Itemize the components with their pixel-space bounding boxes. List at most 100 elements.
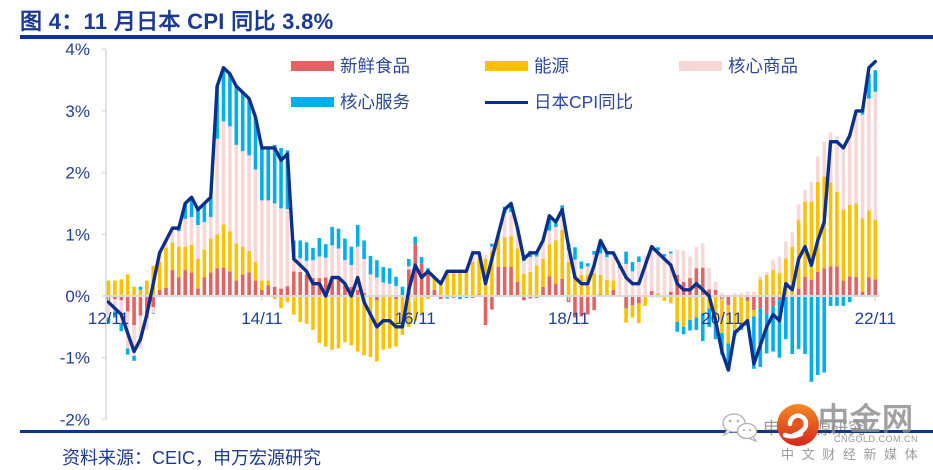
bar-core-goods: [611, 254, 616, 281]
bar-core-services: [189, 197, 194, 218]
bar-energy: [694, 296, 699, 318]
bar-core-goods: [253, 169, 258, 263]
bar-energy: [637, 303, 641, 324]
bar-fresh-food: [330, 276, 334, 296]
bar-energy: [138, 289, 143, 296]
bar-energy: [458, 270, 462, 295]
bar-core-services: [387, 268, 392, 284]
bar-energy: [860, 218, 865, 292]
bar-fresh-food: [700, 267, 705, 296]
bar-energy: [828, 182, 833, 267]
legend-item-core-goods: 核心商品: [679, 55, 839, 77]
bar-core-services: [343, 238, 347, 261]
bar-energy: [183, 246, 187, 271]
bar-core-services: [726, 343, 731, 372]
bar-energy: [311, 296, 315, 330]
bar-core-services: [119, 323, 124, 332]
bar-core-goods: [605, 257, 609, 280]
bar-energy: [202, 249, 207, 278]
bar-energy: [400, 297, 405, 335]
bar-energy: [560, 229, 564, 279]
bar-core-goods: [407, 266, 411, 270]
bar-core-goods: [624, 263, 628, 296]
bar-core-goods: [215, 138, 219, 235]
bar-energy: [375, 300, 379, 362]
bar-core-goods: [515, 226, 520, 249]
bar-core-services: [713, 323, 718, 340]
bar-energy: [285, 296, 290, 303]
bar-core-services: [400, 286, 405, 296]
bar-core-goods: [247, 155, 251, 251]
bar-energy: [164, 247, 168, 288]
bar-fresh-food: [432, 289, 437, 296]
bar-core-services: [758, 308, 763, 367]
bar-fresh-food: [426, 270, 430, 296]
bar-core-goods: [860, 114, 865, 219]
legend-item-core-services: 核心服务: [291, 91, 451, 113]
bar-fresh-food: [132, 296, 136, 325]
bar-energy: [592, 273, 596, 296]
bar-core-services: [381, 267, 386, 283]
bar-core-services: [630, 262, 635, 272]
bar-fresh-food: [394, 296, 398, 300]
bar-core-services: [426, 268, 430, 271]
bar-energy: [451, 273, 456, 296]
legend-swatch-core-services: [291, 97, 334, 107]
bar-energy: [438, 283, 443, 296]
bar-energy: [739, 296, 743, 324]
bar-energy: [279, 296, 283, 309]
bar-core-goods: [873, 91, 878, 221]
bar-core-services: [662, 254, 667, 257]
bar-core-services: [490, 243, 494, 247]
bar-core-services: [407, 258, 411, 267]
bar-energy: [867, 210, 871, 278]
bar-energy: [630, 305, 635, 318]
bar-core-services: [125, 348, 130, 355]
bar-energy: [496, 237, 501, 267]
bar-core-goods: [113, 299, 117, 312]
bar-core-goods: [854, 109, 858, 204]
legend-item-fresh-food: 新鲜食品: [291, 55, 451, 77]
bar-energy: [464, 271, 469, 296]
legend-swatch-energy: [485, 61, 528, 71]
bar-energy: [272, 296, 277, 300]
bar-energy: [713, 296, 718, 324]
bar-core-goods: [713, 281, 718, 290]
bar-core-goods: [170, 228, 175, 243]
bar-core-services: [579, 261, 584, 269]
bar-core-services: [777, 299, 782, 358]
bar-core-services: [279, 147, 283, 209]
bar-energy: [176, 246, 181, 278]
bar-core-services: [323, 244, 328, 258]
bar-energy: [720, 299, 724, 334]
bar-core-services: [234, 86, 239, 145]
bar-energy: [419, 296, 424, 314]
bar-fresh-food: [592, 296, 596, 311]
bar-fresh-food: [311, 278, 315, 296]
bar-energy: [847, 204, 852, 277]
bar-core-goods: [292, 258, 296, 272]
bar-energy: [240, 246, 245, 275]
bar-energy: [784, 258, 788, 296]
bar-core-goods: [355, 246, 360, 290]
bar-core-goods: [598, 253, 603, 276]
bar-fresh-food: [509, 267, 513, 296]
bar-core-goods: [669, 253, 673, 292]
bar-core-goods: [675, 249, 680, 276]
y-tick-label: 1%: [65, 225, 90, 244]
bar-core-goods: [815, 156, 820, 182]
legend-label-core-services: 核心服务: [340, 92, 410, 112]
bar-core-services: [707, 308, 711, 327]
bar-core-goods: [119, 300, 124, 324]
bar-core-goods: [132, 325, 136, 356]
cpi-yoy-line: [106, 59, 877, 372]
bar-core-services: [803, 296, 807, 354]
bar-fresh-food: [292, 271, 296, 296]
bar-core-goods: [522, 260, 526, 274]
bar-core-services: [752, 316, 756, 369]
bar-energy: [413, 296, 418, 321]
bar-core-goods: [771, 259, 775, 271]
bar-energy: [777, 273, 782, 296]
bar-energy: [189, 244, 194, 273]
